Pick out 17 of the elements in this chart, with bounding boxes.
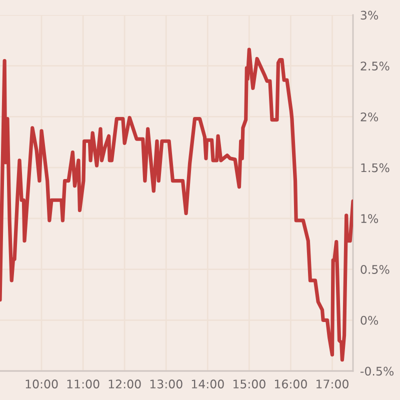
x-tick-label: 16:00 xyxy=(274,380,307,388)
y-tick-label: 0% xyxy=(360,316,378,325)
y-tick-label: 2% xyxy=(360,112,378,122)
y-tick-label: 0.5% xyxy=(360,265,390,274)
y-tick-label: 1.5% xyxy=(361,163,390,172)
x-tick-label: 13:00 xyxy=(150,380,182,388)
x-tick-label: 15:00 xyxy=(233,380,266,388)
x-tick-label: 10:00 xyxy=(26,380,58,388)
x-tick-label: 17:00 xyxy=(316,380,348,388)
line-series xyxy=(0,48,353,362)
x-tick-label: 11:00 xyxy=(67,380,100,388)
y-tick-label: -0.5% xyxy=(360,366,394,376)
x-tick-label: 14:00 xyxy=(192,380,224,388)
x-tick-label: 12:00 xyxy=(108,380,141,388)
y-tick-label: 1% xyxy=(361,214,378,224)
y-tick-label: 3% xyxy=(360,10,378,20)
y-tick-label: 2.5% xyxy=(360,62,390,71)
